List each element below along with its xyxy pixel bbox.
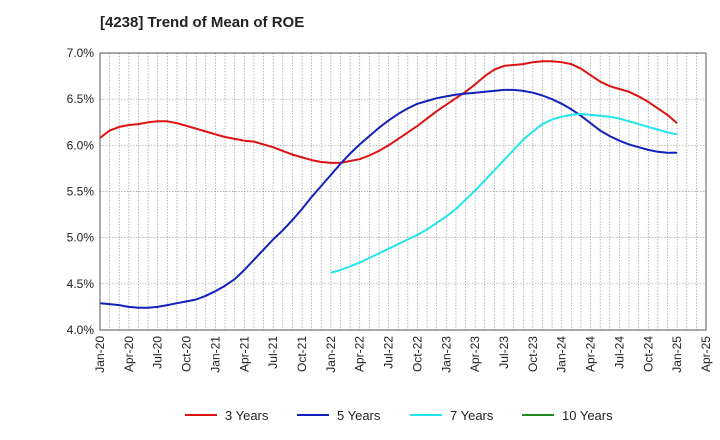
- legend: 3 Years 5 Years 7 Years 10 Years: [185, 408, 613, 423]
- x-tick-label: Jul-20: [151, 336, 165, 369]
- x-tick-label: Oct-23: [526, 336, 540, 372]
- x-tick-label: Jan-22: [324, 336, 338, 373]
- y-tick-label: 7.0%: [67, 46, 95, 60]
- x-tick-label: Jan-23: [439, 336, 453, 373]
- x-tick-label: Apr-25: [699, 336, 713, 372]
- chart-title: [4238] Trend of Mean of ROE: [100, 14, 305, 31]
- x-tick-label: Jul-22: [382, 336, 396, 369]
- x-tick-label: Apr-21: [237, 336, 251, 372]
- y-axis-ticks: 4.0% 4.5% 5.0% 5.5% 6.0% 6.5% 7.0%: [67, 46, 95, 337]
- x-tick-label: Apr-20: [122, 336, 136, 372]
- x-tick-label: Oct-24: [641, 336, 655, 372]
- x-tick-label: Jul-23: [497, 336, 511, 369]
- x-tick-label: Apr-23: [468, 336, 482, 372]
- y-tick-label: 6.0%: [67, 138, 95, 152]
- grid-lines: [100, 53, 706, 330]
- y-tick-label: 5.5%: [67, 185, 95, 199]
- series-lines: [99, 60, 678, 309]
- legend-label: 7 Years: [450, 408, 494, 423]
- x-tick-label: Apr-24: [584, 336, 598, 372]
- x-tick-label: Jul-21: [266, 336, 280, 369]
- x-tick-label: Oct-20: [180, 336, 194, 372]
- legend-label: 10 Years: [562, 408, 613, 423]
- y-tick-label: 5.0%: [67, 231, 95, 245]
- x-tick-label: Jan-24: [555, 336, 569, 373]
- x-tick-label: Apr-22: [353, 336, 367, 372]
- legend-label: 5 Years: [337, 408, 381, 423]
- y-tick-label: 4.0%: [67, 323, 95, 337]
- y-tick-label: 6.5%: [67, 92, 95, 106]
- series-line-3-years: [99, 60, 678, 164]
- x-tick-label: Jan-20: [93, 336, 107, 373]
- y-tick-label: 4.5%: [67, 277, 95, 291]
- x-tick-label: Oct-21: [295, 336, 309, 372]
- series-line-7-years: [330, 112, 678, 274]
- x-tick-label: Oct-22: [410, 336, 424, 372]
- x-axis-ticks: Jan-20 Apr-20 Jul-20 Oct-20 Jan-21 Apr-21 Jul-…: [93, 336, 713, 373]
- legend-label: 3 Years: [225, 408, 269, 423]
- series-line-5-years: [99, 88, 678, 309]
- plot-frame: [99, 52, 707, 331]
- x-tick-label: Jan-21: [208, 336, 222, 373]
- x-tick-label: Jan-25: [670, 336, 684, 373]
- x-tick-label: Jul-24: [612, 336, 626, 369]
